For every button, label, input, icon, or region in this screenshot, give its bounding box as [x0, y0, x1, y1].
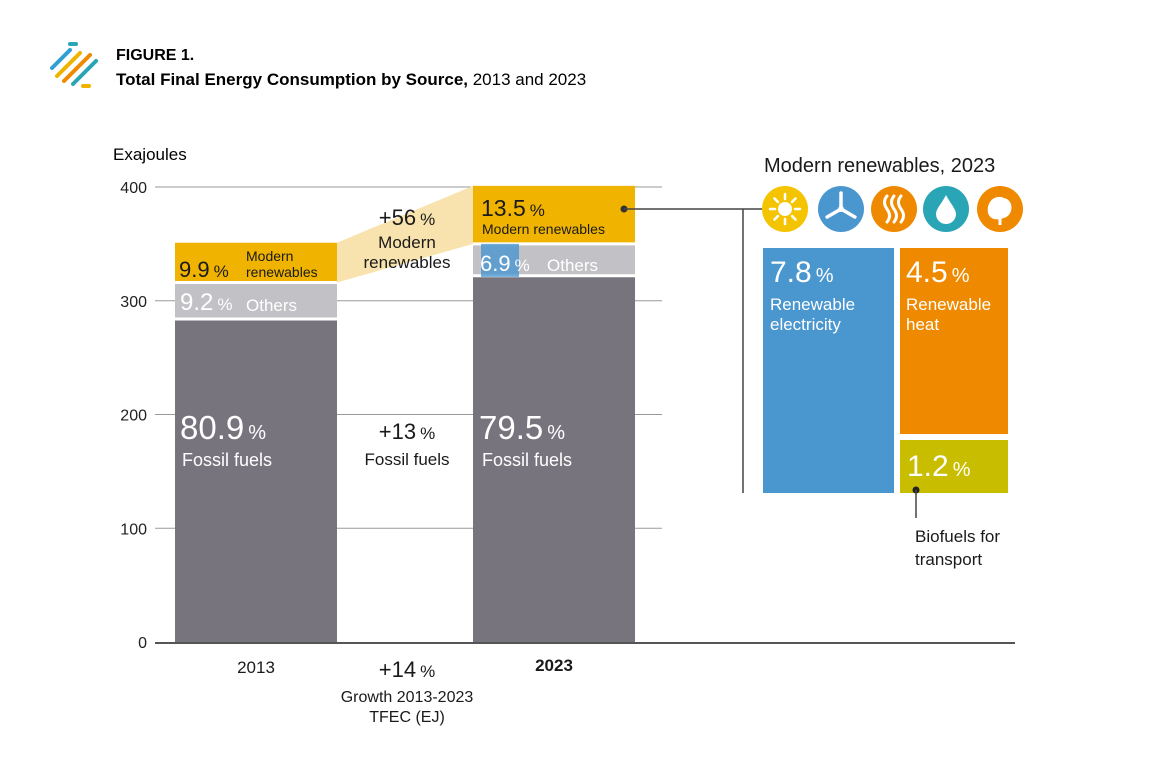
biofuels-share: 1.2% — [907, 450, 971, 483]
y-tick-label: 100 — [120, 521, 147, 538]
breakdown-title: Modern renewables, 2023 — [764, 155, 995, 177]
y-tick-label: 300 — [120, 294, 147, 311]
figure-title: Total Final Energy Consumption by Source… — [116, 70, 586, 89]
y-tick-label: 200 — [120, 408, 147, 425]
renewables-label-2013-line2: renewables — [246, 264, 318, 280]
total-growth-value: +14% — [379, 657, 435, 682]
report-logo-icon — [50, 42, 98, 88]
water-drop-icon — [923, 186, 969, 232]
fossil-label-2023: Fossil fuels — [482, 450, 572, 470]
others-share-2013: 9.2% — [180, 289, 233, 316]
bar-fossil-fuels-2023 — [473, 275, 635, 642]
others-label-2023: Others — [547, 256, 598, 275]
fossil-growth-label: Fossil fuels — [364, 450, 449, 469]
fossil-share-2013: 80.9% — [180, 409, 266, 446]
renewables-growth-wedge — [337, 185, 473, 283]
y-axis-unit: Exajoules — [113, 145, 187, 164]
heat-waves-icon — [871, 186, 917, 232]
biofuels-label-line2: transport — [915, 550, 982, 569]
renewables-growth-label-line2: renewables — [364, 253, 451, 272]
wind-turbine-icon — [818, 186, 864, 232]
bar-modern-renewables-2013 — [175, 242, 337, 283]
fossil-growth-value: +13% — [379, 419, 435, 444]
figure-label: FIGURE 1. — [116, 47, 194, 64]
renewables-share-2023: 13.5% — [481, 195, 545, 221]
bar-others-2013 — [175, 282, 337, 319]
renewables-label-2023: Modern renewables — [482, 221, 605, 237]
others-label-2013: Others — [246, 296, 297, 315]
y-tick-label: 0 — [138, 635, 147, 652]
bar-fossil-fuels-2013 — [175, 318, 337, 642]
renewables-growth-value: +56% — [379, 205, 435, 230]
renewable-heat-label-line2: heat — [906, 315, 939, 334]
renewable-heat-box — [900, 248, 1008, 434]
y-tick-label: 400 — [120, 180, 147, 197]
biofuels-label-line1: Biofuels for — [915, 527, 1000, 546]
others-highlight-2023 — [481, 243, 519, 277]
renewables-label-2013-line1: Modern — [246, 248, 293, 264]
renewables-growth-label-line1: Modern — [378, 233, 436, 252]
total-growth-label-line2: TFEC (EJ) — [369, 709, 445, 726]
total-growth-label-line1: Growth 2013-2023 — [341, 689, 474, 706]
renewable-electricity-label-line2: electricity — [770, 315, 841, 334]
sun-icon — [762, 186, 808, 232]
x-tick-label-2023: 2023 — [535, 656, 573, 675]
renewable-electricity-label-line1: Renewable — [770, 295, 855, 314]
renewable-electricity-box — [763, 248, 894, 493]
renewable-electricity-share: 7.8% — [770, 256, 834, 289]
renewables-share-2013: 9.9% — [179, 257, 229, 282]
x-tick-label-2013: 2013 — [237, 658, 275, 677]
others-share-2023: 6.9% — [480, 251, 530, 276]
renewable-heat-share: 4.5% — [906, 256, 970, 289]
biomass-leaf-icon — [977, 186, 1023, 232]
biofuels-box — [900, 440, 1008, 493]
fossil-label-2013: Fossil fuels — [182, 450, 272, 470]
bar-modern-renewables-2023 — [473, 185, 635, 244]
fossil-share-2023: 79.5% — [479, 409, 565, 446]
renewable-heat-label-line1: Renewable — [906, 295, 991, 314]
